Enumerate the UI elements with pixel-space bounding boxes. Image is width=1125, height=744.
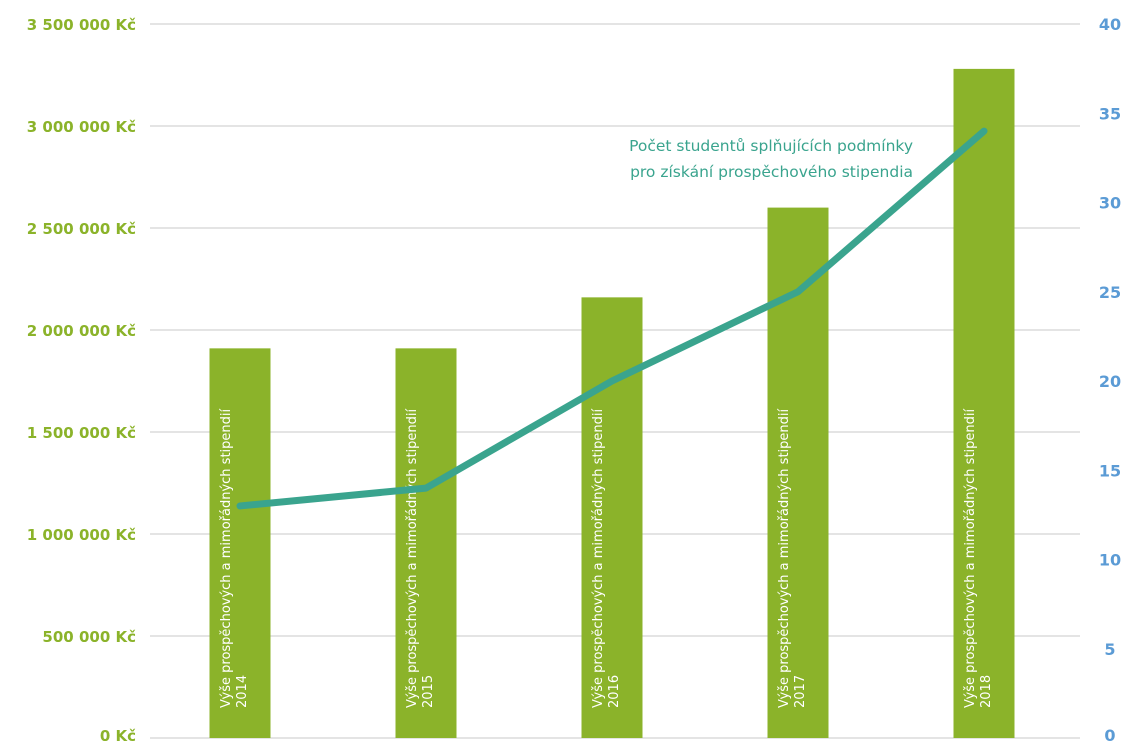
bar-label: Výše prospěchových a mimořádných stipend… (777, 408, 808, 708)
left-tick-label: 2 000 000 Kč (27, 322, 136, 340)
right-tick-label: 35 (1099, 104, 1121, 123)
line-point (983, 130, 985, 132)
bar-label: Výše prospěchových a mimořádných stipend… (591, 408, 622, 708)
right-tick-label: 20 (1099, 372, 1121, 391)
line-annotation: Počet studentů splňujících podmínky pro z… (629, 137, 913, 181)
line-point (425, 487, 427, 489)
left-tick-label: 3 000 000 Kč (27, 118, 136, 136)
line-point (797, 291, 799, 293)
left-tick-label: 1 500 000 Kč (27, 424, 136, 442)
bar (395, 348, 457, 738)
right-tick-label: 40 (1099, 15, 1121, 34)
right-tick-label: 25 (1099, 283, 1121, 302)
left-tick-label: 0 Kč (100, 727, 136, 744)
right-tick-label: 15 (1099, 461, 1121, 480)
bar (953, 68, 1015, 738)
line-point (239, 505, 241, 507)
bar (767, 207, 829, 739)
left-tick-label: 500 000 Kč (42, 628, 136, 646)
right-tick-label: 5 (1104, 640, 1115, 659)
left-tick-label: 1 000 000 Kč (27, 526, 136, 544)
left-tick-label: 2 500 000 Kč (27, 220, 136, 238)
right-tick-label: 30 (1099, 194, 1121, 213)
line-series (236, 127, 988, 510)
right-tick-label: 0 (1104, 726, 1115, 744)
bar (209, 348, 271, 738)
right-tick-label: 10 (1099, 551, 1121, 570)
bar-label: Výše prospěchových a mimořádných stipend… (963, 408, 994, 708)
left-axis-labels: 0 Kč 500 000 Kč 1 000 000 Kč 1 500 000 Kč 2 … (27, 16, 136, 744)
bar-label: Výše prospěchových a mimořádných stipend… (405, 408, 436, 708)
left-tick-label: 3 500 000 Kč (27, 16, 136, 34)
line-point (611, 380, 613, 382)
right-axis-labels: 0 5 10 15 20 25 30 35 40 (1099, 15, 1121, 744)
bar-label: Výše prospěchových a mimořádných stipend… (219, 408, 250, 708)
